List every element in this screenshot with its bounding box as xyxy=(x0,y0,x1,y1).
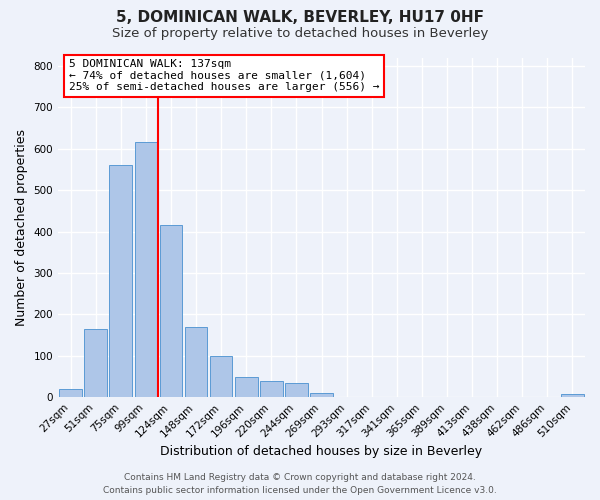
Bar xyxy=(160,226,182,397)
Y-axis label: Number of detached properties: Number of detached properties xyxy=(15,129,28,326)
Bar xyxy=(109,165,132,397)
Bar xyxy=(85,329,107,397)
Text: Contains HM Land Registry data © Crown copyright and database right 2024.
Contai: Contains HM Land Registry data © Crown c… xyxy=(103,474,497,495)
Text: Size of property relative to detached houses in Beverley: Size of property relative to detached ho… xyxy=(112,28,488,40)
Bar xyxy=(561,394,584,397)
Bar xyxy=(185,327,208,397)
Bar xyxy=(134,142,157,397)
Text: 5, DOMINICAN WALK, BEVERLEY, HU17 0HF: 5, DOMINICAN WALK, BEVERLEY, HU17 0HF xyxy=(116,10,484,25)
Bar xyxy=(260,380,283,397)
Bar xyxy=(235,376,257,397)
Bar xyxy=(285,382,308,397)
Bar xyxy=(310,393,333,397)
Text: 5 DOMINICAN WALK: 137sqm
← 74% of detached houses are smaller (1,604)
25% of sem: 5 DOMINICAN WALK: 137sqm ← 74% of detach… xyxy=(68,59,379,92)
Bar xyxy=(210,356,232,397)
X-axis label: Distribution of detached houses by size in Beverley: Distribution of detached houses by size … xyxy=(160,444,482,458)
Bar xyxy=(59,389,82,397)
